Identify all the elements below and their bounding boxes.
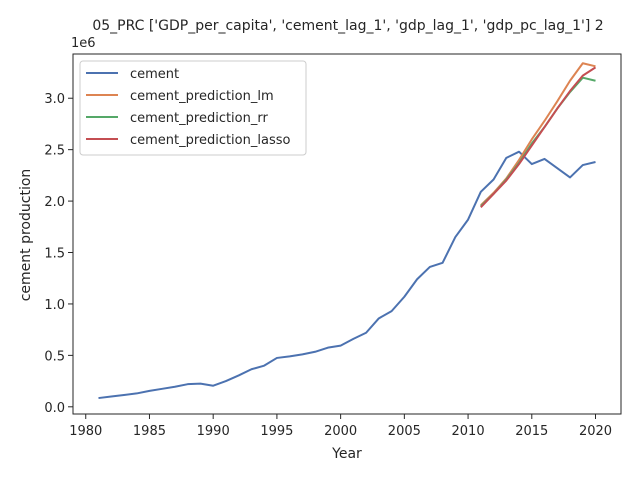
legend-label: cement_prediction_lasso (130, 133, 290, 148)
x-tick-label: 2005 (388, 424, 421, 439)
y-tick-label: 2.5 (44, 144, 65, 159)
axes-frame (72, 53, 622, 415)
y-tick-label: 0.0 (44, 401, 65, 416)
legend: cement cement_prediction_lm cement_predict… (79, 60, 307, 156)
legend-label: cement_prediction_lm (130, 89, 274, 104)
x-tick-label: 2000 (324, 424, 357, 439)
legend-box (79, 60, 307, 156)
x-axis: 1980 1985 1990 1995 2000 2005 2010 2015 2020 (69, 414, 612, 439)
chart-title: 05_PRC ['GDP_per_capita', 'cement_lag_1'… (92, 18, 603, 34)
legend-label: cement_prediction_rr (130, 111, 268, 126)
y-tick-label: 0.5 (44, 349, 65, 364)
x-tick-label: 1990 (197, 424, 230, 439)
x-tick-label: 2010 (452, 424, 485, 439)
x-tick-label: 1995 (260, 424, 293, 439)
y-axis-label: cement production (18, 169, 34, 302)
y-tick-label: 1.5 (44, 247, 65, 262)
x-tick-label: 1980 (69, 424, 102, 439)
x-tick-label: 2020 (579, 424, 612, 439)
y-tick-label: 2.0 (44, 195, 65, 210)
x-axis-label: Year (331, 446, 362, 462)
y-offset-label: 1e6 (71, 36, 96, 51)
x-tick-label: 2015 (515, 424, 548, 439)
plot-lines (98, 62, 597, 400)
x-tick-label: 1985 (133, 424, 166, 439)
y-tick-label: 1.0 (44, 298, 65, 313)
series-line-cement (98, 150, 596, 400)
series-line-cement-prediction-lasso (480, 66, 597, 208)
y-tick-label: 3.0 (44, 92, 65, 107)
legend-label: cement (130, 67, 179, 82)
y-axis: 0.0 0.5 1.0 1.5 2.0 2.5 3.0 (44, 92, 73, 416)
